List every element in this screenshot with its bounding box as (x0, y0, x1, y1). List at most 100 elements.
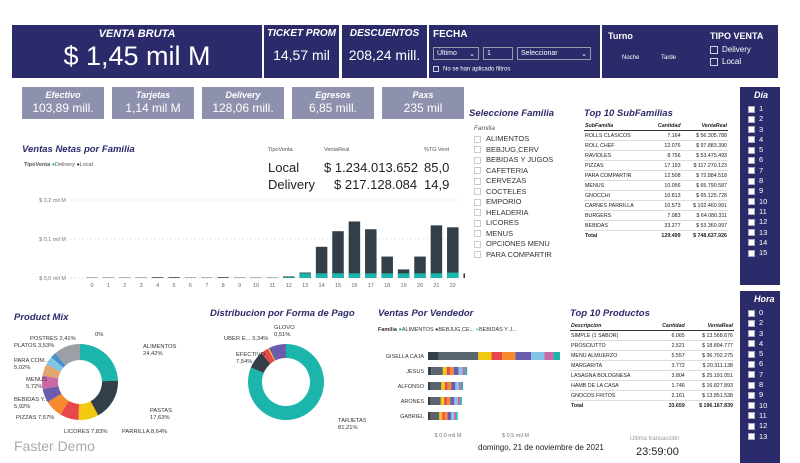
slicer-option[interactable]: 11 (748, 207, 780, 217)
checkbox[interactable] (474, 240, 481, 248)
slicer-option[interactable]: 10 (748, 401, 780, 411)
familia-option[interactable]: COCTELES (474, 187, 559, 198)
bar-segment[interactable] (447, 382, 452, 390)
checkbox[interactable] (474, 167, 481, 175)
checkbox[interactable] (748, 249, 755, 257)
pie-slice[interactable] (60, 400, 80, 420)
bar-segment[interactable] (456, 412, 458, 420)
turno-option-noche[interactable]: Noche (622, 55, 640, 61)
bar-segment[interactable] (449, 367, 454, 375)
bar-segment[interactable] (430, 382, 442, 390)
bar-segment[interactable] (454, 397, 458, 405)
bar-segment[interactable] (451, 382, 456, 390)
bar-local[interactable] (168, 277, 180, 278)
bar-local[interactable] (414, 256, 426, 278)
bar-delivery[interactable] (348, 273, 361, 278)
bar-segment[interactable] (544, 352, 554, 360)
table-row[interactable]: RAVIOLES 8.756 $ 53.475.493 (584, 151, 728, 161)
bar-local[interactable] (315, 246, 328, 278)
slicer-option[interactable]: 7 (748, 166, 780, 176)
fecha-unit-select[interactable]: Seleccionar ⌄ (517, 47, 591, 60)
slicer-option[interactable]: 13 (748, 228, 780, 238)
pie-slice[interactable] (42, 375, 59, 390)
slicer-option[interactable]: 5 (748, 349, 780, 359)
checkbox[interactable] (474, 156, 481, 164)
pie-slice[interactable] (261, 348, 275, 364)
table-row[interactable]: PARA COMPARTIR 12.508 $ 72.884.518 (584, 171, 728, 181)
familia-option[interactable]: LICORES (474, 218, 559, 229)
checkbox[interactable] (748, 229, 755, 237)
bar-delivery[interactable] (381, 273, 393, 278)
bar-local[interactable] (447, 227, 459, 278)
checkbox[interactable] (748, 361, 755, 368)
bar-delivery[interactable] (430, 273, 443, 278)
bar-segment[interactable] (428, 367, 432, 375)
bar-segment[interactable] (440, 397, 445, 405)
checkbox[interactable] (748, 319, 755, 327)
bar-segment[interactable] (451, 412, 455, 420)
table-row[interactable]: PROSCIUTTO 2.521 $ 18.894.777 (570, 341, 734, 351)
checkbox[interactable] (748, 309, 755, 317)
bar-segment[interactable] (447, 412, 452, 420)
bar-local[interactable] (332, 231, 344, 278)
table-row[interactable]: BURGERS 7.083 $ 64.080.311 (584, 211, 728, 221)
bar-segment[interactable] (442, 412, 445, 420)
bar-local[interactable] (463, 273, 465, 278)
slicer-option[interactable]: 3 (748, 125, 780, 135)
bar-segment[interactable] (454, 412, 457, 420)
table-row[interactable]: ROLLS CLASICOS 7.164 $ 56.305.788 (584, 131, 728, 141)
checkbox[interactable] (748, 218, 755, 226)
table-row[interactable]: PIZZAS 17.193 $ 117.270.123 (584, 161, 728, 171)
pie-slice[interactable] (90, 380, 118, 416)
table-row[interactable]: HAMB DE LA CASA 1.746 $ 16.827.893 (570, 381, 734, 391)
bar-segment[interactable] (442, 367, 447, 375)
slicer-option[interactable]: 3 (748, 329, 780, 339)
bar-segment[interactable] (491, 352, 503, 360)
bar-segment[interactable] (461, 382, 464, 390)
slicer-option[interactable]: 13 (748, 432, 780, 442)
pie-slice[interactable] (42, 364, 61, 379)
bar-segment[interactable] (502, 352, 516, 360)
checkbox[interactable] (748, 136, 755, 144)
bar-segment[interactable] (428, 382, 431, 390)
turno-option-tarde[interactable]: Tarde (661, 55, 677, 61)
table-row[interactable]: GNOCOS FRITOS 2.161 $ 13.851.538 (570, 391, 734, 401)
tipo-venta-delivery[interactable]: Delivery (710, 45, 751, 54)
slicer-option[interactable]: 8 (748, 176, 780, 186)
fecha-op-select[interactable]: Último ⌄ (433, 47, 479, 60)
bar-delivery[interactable] (283, 277, 295, 278)
familia-option[interactable]: ALIMENTOS (474, 134, 559, 145)
checkbox[interactable] (474, 146, 481, 154)
slicer-option[interactable]: 14 (748, 238, 780, 248)
checkbox[interactable] (748, 350, 755, 358)
bar-delivery[interactable] (315, 273, 328, 278)
familia-option[interactable]: MENUS (474, 229, 559, 240)
bar-segment[interactable] (438, 352, 479, 360)
checkbox[interactable] (474, 219, 481, 227)
slicer-option[interactable]: 8 (748, 380, 780, 390)
checkbox[interactable] (474, 188, 481, 196)
bar-segment[interactable] (455, 382, 459, 390)
checkbox[interactable] (748, 177, 755, 185)
checkbox[interactable] (474, 198, 481, 206)
pie-slice[interactable] (42, 386, 62, 403)
bar-delivery[interactable] (447, 272, 459, 278)
slicer-option[interactable]: 2 (748, 114, 780, 124)
table-row[interactable]: GNOCCHI 10.813 $ 65.125.728 (584, 191, 728, 201)
slicer-option[interactable]: 12 (748, 217, 780, 227)
pie-slice[interactable] (267, 348, 276, 361)
slicer-option[interactable]: 11 (748, 411, 780, 421)
checkbox[interactable] (748, 146, 755, 154)
checkbox[interactable] (748, 422, 755, 430)
bar-segment[interactable] (444, 397, 447, 405)
pie-slice[interactable] (268, 344, 286, 361)
checkbox[interactable] (474, 135, 481, 143)
bar-segment[interactable] (444, 412, 448, 420)
pie-slice[interactable] (78, 401, 99, 420)
slicer-option[interactable]: 15 (748, 248, 780, 258)
table-row[interactable]: LASAGNA BOLOGNESA 3.804 $ 25.191.051 (570, 371, 734, 381)
slicer-option[interactable]: 6 (748, 155, 780, 165)
familia-option[interactable]: BEBJUG,CERV (474, 145, 559, 156)
bar-local[interactable] (348, 221, 361, 278)
familia-option[interactable]: BEBIDAS Y JUGOS (474, 155, 559, 166)
